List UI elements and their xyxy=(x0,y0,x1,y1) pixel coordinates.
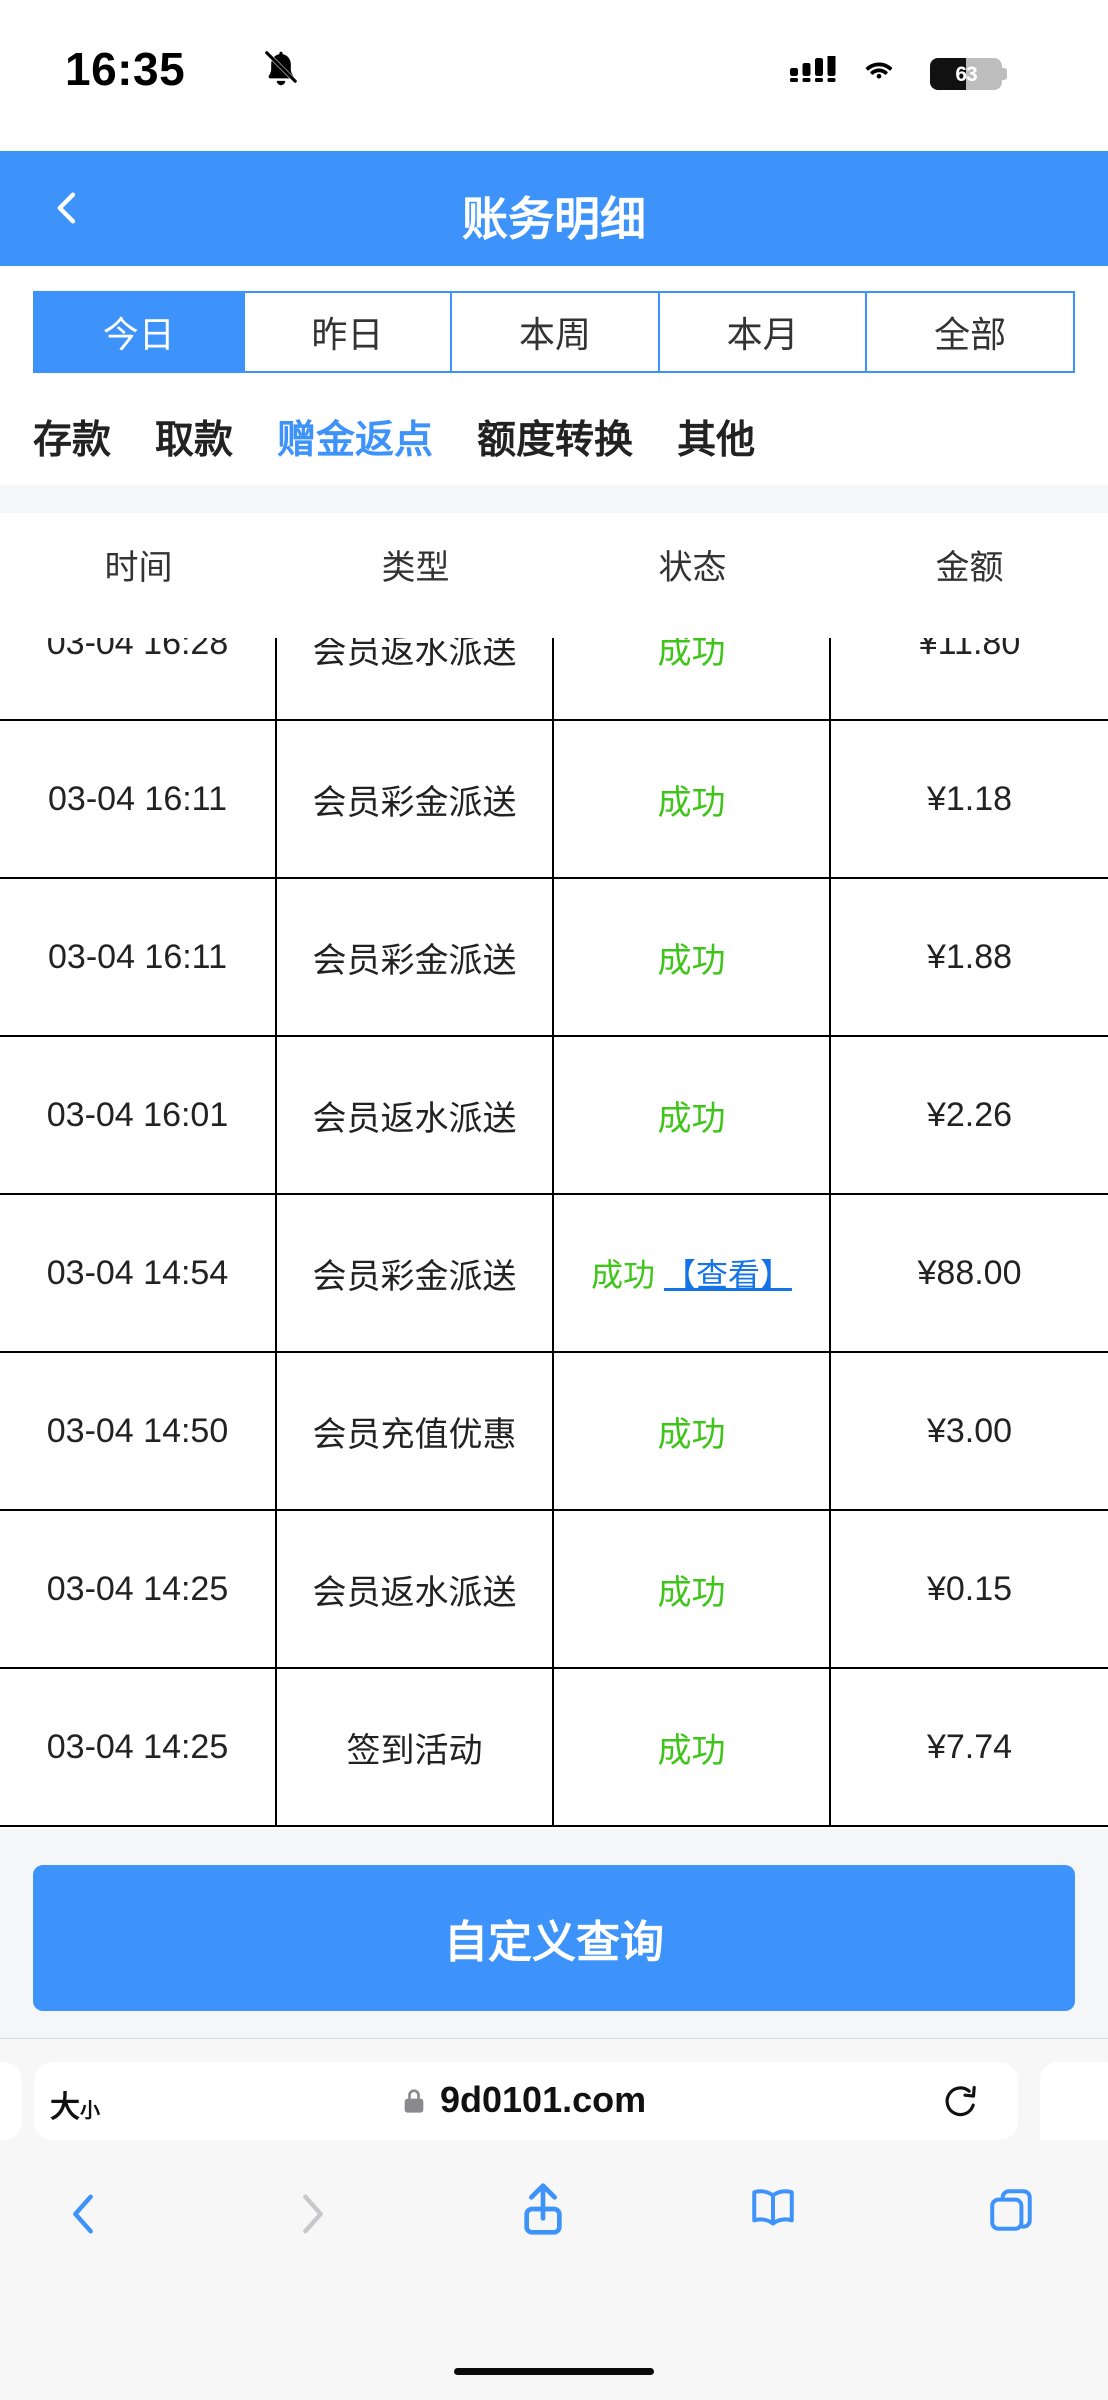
svg-text:63: 63 xyxy=(955,63,977,86)
